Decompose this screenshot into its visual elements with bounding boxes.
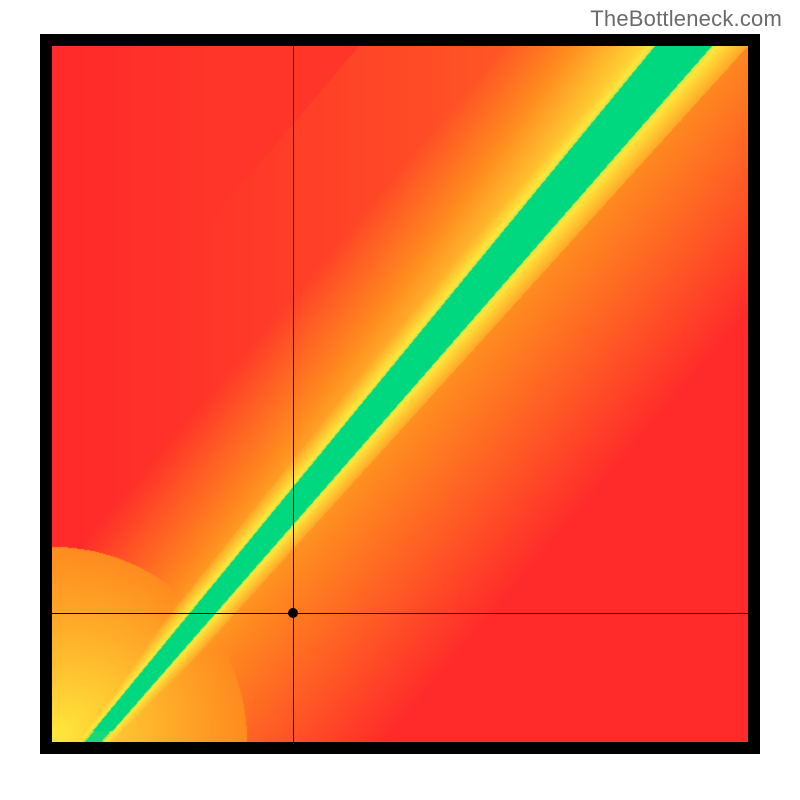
heatmap-canvas [52,46,748,742]
watermark-text: TheBottleneck.com [590,6,782,32]
chart-container: TheBottleneck.com [0,0,800,800]
crosshair-horizontal [52,613,748,614]
chart-frame [40,34,760,754]
crosshair-vertical [293,46,294,742]
marker-dot [288,608,298,618]
